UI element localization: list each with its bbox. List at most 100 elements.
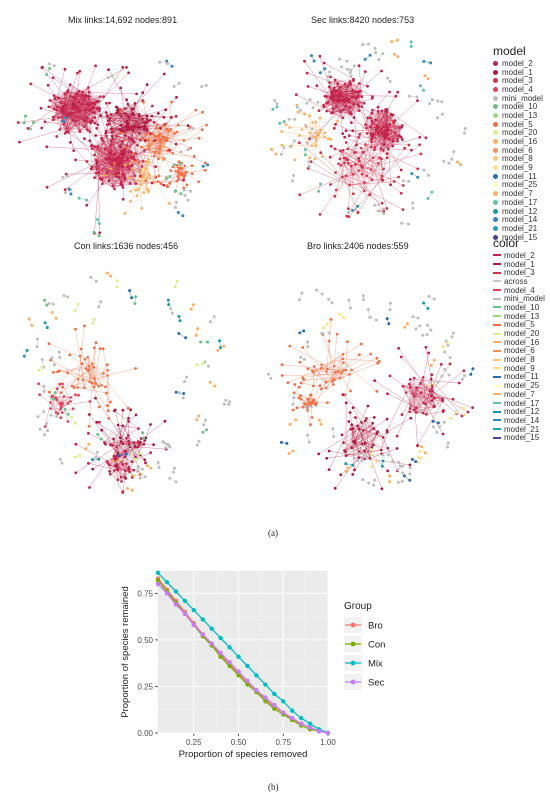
network-edges	[271, 39, 466, 225]
network-edge	[313, 366, 315, 387]
network-node	[105, 101, 108, 105]
network-node	[380, 127, 384, 131]
network-node	[149, 423, 152, 426]
network-node	[399, 168, 403, 172]
network-node	[168, 202, 171, 205]
network-node	[40, 358, 44, 361]
network-node	[350, 113, 353, 116]
network-node	[344, 104, 347, 108]
network-node	[99, 437, 103, 441]
network-node	[169, 169, 173, 173]
network-edge	[73, 112, 86, 122]
network-edge	[345, 341, 348, 371]
network-edge	[344, 83, 354, 97]
network-edge	[342, 358, 380, 362]
network-edge	[140, 129, 171, 140]
network-node	[55, 135, 59, 138]
bro-network-graph	[267, 288, 475, 491]
network-edge	[117, 112, 123, 132]
network-edge	[373, 128, 383, 135]
sec-network-graph	[270, 38, 467, 226]
network-edge	[84, 96, 89, 121]
network-node	[452, 150, 456, 154]
network-edge	[122, 152, 132, 188]
network-node	[346, 84, 350, 88]
network-node	[121, 65, 125, 69]
network-edge	[387, 393, 417, 409]
network-node	[71, 119, 75, 122]
network-node	[386, 147, 390, 151]
network-edge	[109, 153, 136, 158]
network-node	[53, 391, 57, 394]
network-node	[117, 171, 121, 175]
network-node	[365, 174, 368, 177]
network-edge	[60, 91, 68, 103]
network-edge	[110, 112, 117, 130]
network-edge	[107, 138, 133, 173]
network-node	[326, 101, 330, 105]
network-node	[83, 324, 86, 328]
network-edge	[56, 397, 71, 399]
network-edge	[342, 83, 360, 100]
network-node	[401, 138, 404, 141]
network-edge	[84, 358, 93, 365]
network-edge	[359, 83, 368, 87]
network-edge	[402, 386, 417, 413]
network-edge	[56, 96, 74, 110]
network-node	[61, 382, 64, 386]
network-node	[127, 452, 131, 456]
network-node	[69, 111, 72, 115]
network-node	[133, 302, 137, 305]
network-node	[147, 172, 150, 175]
network-node	[97, 457, 101, 461]
network-edge	[413, 395, 443, 402]
network-node	[71, 102, 75, 106]
network-node	[164, 446, 168, 450]
network-edge	[352, 130, 398, 140]
network-edge	[358, 95, 396, 97]
network-edge	[351, 442, 366, 448]
network-edge	[125, 103, 136, 109]
network-node	[380, 157, 383, 161]
network-node	[382, 167, 385, 171]
network-node	[204, 84, 208, 87]
network-node	[462, 131, 466, 135]
network-edge	[329, 78, 354, 83]
network-node	[73, 309, 77, 313]
network-edge	[111, 115, 153, 130]
network-node	[357, 90, 360, 93]
network-edge	[119, 151, 131, 167]
network-edge	[88, 369, 95, 388]
network-node	[373, 46, 377, 50]
network-edge	[52, 395, 71, 402]
network-node	[205, 123, 208, 127]
network-node	[349, 68, 353, 72]
network-edge	[376, 111, 379, 126]
network-node	[97, 100, 101, 103]
network-node	[288, 145, 292, 149]
network-edge	[335, 354, 344, 373]
network-node	[208, 380, 212, 384]
network-node	[170, 64, 174, 68]
network-node	[113, 158, 117, 162]
network-node	[275, 105, 279, 109]
network-node	[49, 413, 53, 417]
network-edge	[108, 157, 120, 178]
network-node	[176, 175, 179, 178]
network-node	[118, 145, 122, 149]
network-edge	[387, 127, 400, 135]
network-node	[138, 115, 141, 118]
network-node	[374, 128, 378, 132]
network-node	[189, 146, 193, 150]
network-node	[397, 175, 400, 179]
network-node	[159, 145, 162, 148]
network-node	[333, 78, 337, 82]
network-edge	[357, 425, 384, 438]
network-node	[46, 429, 50, 433]
network-node	[134, 295, 138, 299]
network-node	[39, 106, 43, 110]
network-edge	[113, 438, 117, 457]
network-node	[346, 67, 350, 71]
network-edge	[325, 381, 333, 389]
network-node	[392, 180, 396, 183]
